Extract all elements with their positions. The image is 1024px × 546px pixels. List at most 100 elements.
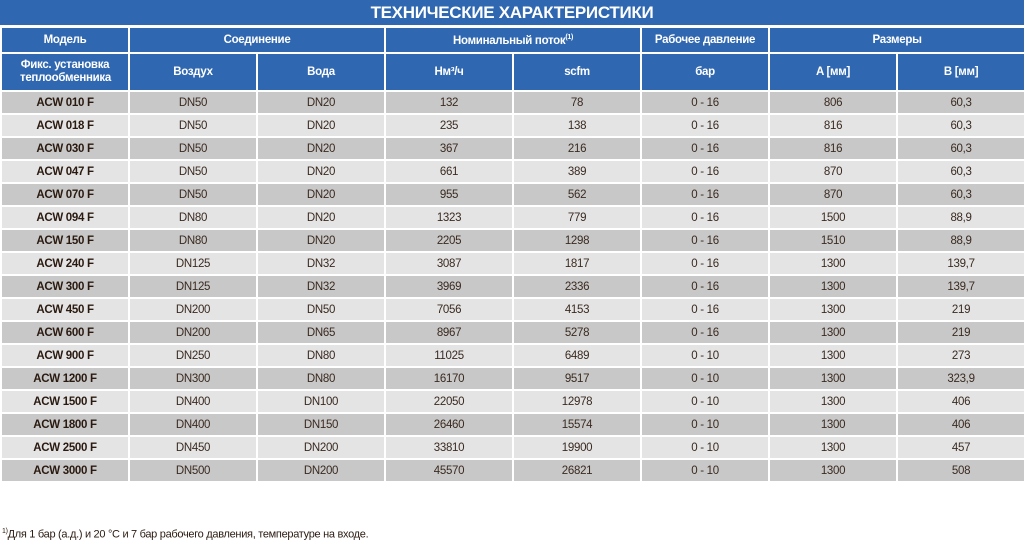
table-row: ACW 047 F DN50 DN20 661 389 0 - 16 870 60,3 xyxy=(0,159,1024,184)
cell-a-mm: 1300 xyxy=(768,458,899,483)
cell-a-mm: 1300 xyxy=(768,274,899,299)
table-row: ACW 010 F DN50 DN20 132 78 0 - 16 806 60,3 xyxy=(0,90,1024,115)
header-a-mm: A [мм] xyxy=(768,52,899,92)
cell-model: ACW 3000 F xyxy=(0,458,130,483)
cell-b-mm: 219 xyxy=(896,297,1024,322)
header-model: Модель xyxy=(0,26,130,54)
cell-b-mm: 88,9 xyxy=(896,205,1024,230)
cell-water: DN80 xyxy=(255,366,387,391)
cell-bar: 0 - 10 xyxy=(640,412,771,437)
cell-b-mm: 139,7 xyxy=(896,274,1024,299)
table-row: ACW 1800 F DN400 DN150 26460 15574 0 - 10 1300… xyxy=(0,412,1024,437)
cell-a-mm: 1300 xyxy=(768,412,899,437)
cell-water: DN20 xyxy=(255,90,387,115)
cell-model: ACW 900 F xyxy=(0,343,130,368)
cell-nm3h: 2205 xyxy=(384,228,515,253)
cell-water: DN20 xyxy=(255,182,387,207)
cell-bar: 0 - 16 xyxy=(640,136,771,161)
cell-nm3h: 8967 xyxy=(384,320,515,345)
cell-a-mm: 1500 xyxy=(768,205,899,230)
cell-model: ACW 1800 F xyxy=(0,412,130,437)
header-bar: бар xyxy=(640,52,771,92)
cell-air: DN125 xyxy=(128,274,258,299)
cell-water: DN100 xyxy=(255,389,387,414)
cell-scfm: 78 xyxy=(512,90,643,115)
cell-b-mm: 457 xyxy=(896,435,1024,460)
cell-model: ACW 2500 F xyxy=(0,435,130,460)
cell-water: DN50 xyxy=(255,297,387,322)
cell-bar: 0 - 10 xyxy=(640,389,771,414)
cell-b-mm: 60,3 xyxy=(896,159,1024,184)
cell-a-mm: 1300 xyxy=(768,343,899,368)
table-row: ACW 018 F DN50 DN20 235 138 0 - 16 816 60,3 xyxy=(0,113,1024,138)
cell-water: DN200 xyxy=(255,458,387,483)
cell-model: ACW 018 F xyxy=(0,113,130,138)
cell-b-mm: 273 xyxy=(896,343,1024,368)
cell-water: DN80 xyxy=(255,343,387,368)
cell-bar: 0 - 16 xyxy=(640,228,771,253)
cell-water: DN32 xyxy=(255,274,387,299)
cell-scfm: 1298 xyxy=(512,228,643,253)
cell-b-mm: 406 xyxy=(896,389,1024,414)
table-title: ТЕХНИЧЕСКИЕ ХАРАКТЕРИСТИКИ xyxy=(0,0,1024,25)
cell-nm3h: 132 xyxy=(384,90,515,115)
cell-nm3h: 22050 xyxy=(384,389,515,414)
header-model-sub: Фикс. установка теплообменника xyxy=(0,52,130,92)
specs-table: Модель Соединение Номинальный поток(1) Р… xyxy=(0,26,1024,483)
cell-air: DN80 xyxy=(128,228,258,253)
table-row: ACW 070 F DN50 DN20 955 562 0 - 16 870 60,3 xyxy=(0,182,1024,207)
cell-bar: 0 - 16 xyxy=(640,205,771,230)
footnote-text: Для 1 бар (а.д.) и 20 °C и 7 бар рабочег… xyxy=(7,528,369,541)
cell-b-mm: 219 xyxy=(896,320,1024,345)
cell-air: DN80 xyxy=(128,205,258,230)
cell-air: DN200 xyxy=(128,320,258,345)
cell-air: DN50 xyxy=(128,113,258,138)
table-row: ACW 240 F DN125 DN32 3087 1817 0 - 16 1300 139,… xyxy=(0,251,1024,276)
cell-b-mm: 60,3 xyxy=(896,136,1024,161)
header-flow: Номинальный поток(1) xyxy=(384,26,643,54)
cell-a-mm: 870 xyxy=(768,159,899,184)
cell-a-mm: 816 xyxy=(768,136,899,161)
cell-water: DN20 xyxy=(255,205,387,230)
cell-bar: 0 - 10 xyxy=(640,343,771,368)
table-row: ACW 900 F DN250 DN80 11025 6489 0 - 10 1300 273 xyxy=(0,343,1024,368)
cell-scfm: 15574 xyxy=(512,412,643,437)
table-row: ACW 1200 F DN300 DN80 16170 9517 0 - 10 1300 32… xyxy=(0,366,1024,391)
cell-scfm: 12978 xyxy=(512,389,643,414)
header-scfm: scfm xyxy=(512,52,643,92)
table-row: ACW 030 F DN50 DN20 367 216 0 - 16 816 60,3 xyxy=(0,136,1024,161)
cell-model: ACW 1500 F xyxy=(0,389,130,414)
cell-bar: 0 - 16 xyxy=(640,90,771,115)
cell-bar: 0 - 16 xyxy=(640,182,771,207)
cell-b-mm: 60,3 xyxy=(896,113,1024,138)
cell-scfm: 5278 xyxy=(512,320,643,345)
cell-b-mm: 88,9 xyxy=(896,228,1024,253)
footnote-mark: 1) xyxy=(2,528,8,535)
cell-scfm: 19900 xyxy=(512,435,643,460)
cell-nm3h: 33810 xyxy=(384,435,515,460)
cell-bar: 0 - 16 xyxy=(640,159,771,184)
cell-air: DN50 xyxy=(128,159,258,184)
cell-nm3h: 3969 xyxy=(384,274,515,299)
cell-b-mm: 323,9 xyxy=(896,366,1024,391)
table-row: ACW 2500 F DN450 DN200 33810 19900 0 - 10 1300… xyxy=(0,435,1024,460)
cell-nm3h: 661 xyxy=(384,159,515,184)
cell-model: ACW 600 F xyxy=(0,320,130,345)
cell-nm3h: 367 xyxy=(384,136,515,161)
cell-nm3h: 955 xyxy=(384,182,515,207)
table-row: ACW 300 F DN125 DN32 3969 2336 0 - 16 1300 139,… xyxy=(0,274,1024,299)
cell-a-mm: 1300 xyxy=(768,389,899,414)
cell-nm3h: 45570 xyxy=(384,458,515,483)
cell-air: DN200 xyxy=(128,297,258,322)
cell-water: DN150 xyxy=(255,412,387,437)
cell-model: ACW 030 F xyxy=(0,136,130,161)
cell-bar: 0 - 10 xyxy=(640,458,771,483)
cell-scfm: 1817 xyxy=(512,251,643,276)
cell-model: ACW 240 F xyxy=(0,251,130,276)
cell-scfm: 26821 xyxy=(512,458,643,483)
cell-water: DN20 xyxy=(255,113,387,138)
cell-b-mm: 60,3 xyxy=(896,182,1024,207)
cell-b-mm: 139,7 xyxy=(896,251,1024,276)
cell-a-mm: 870 xyxy=(768,182,899,207)
cell-water: DN20 xyxy=(255,136,387,161)
